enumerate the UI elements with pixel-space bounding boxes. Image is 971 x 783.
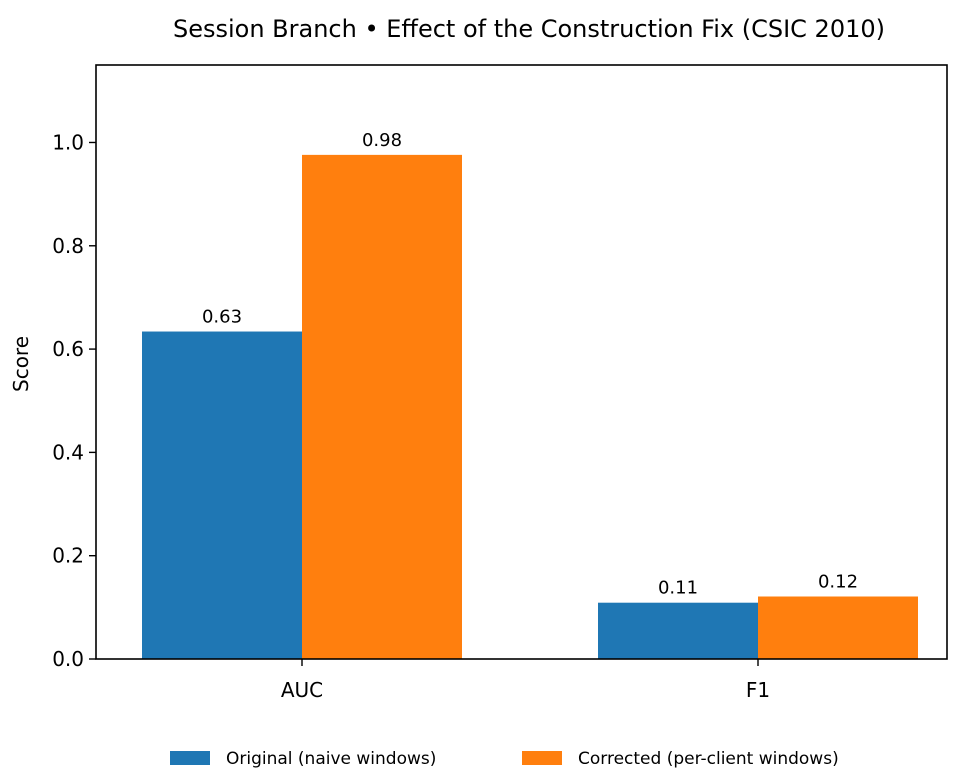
legend-swatch: [522, 751, 562, 765]
plot-area: 0.0 0.2 0.4 0.6 0.8 1.0 0.63 0.11 0.98 0.12 AUC F1: [52, 130, 918, 702]
bar-value-label: 0.98: [362, 130, 402, 151]
bar-auc-series-2: [302, 154, 462, 659]
x-tick-label: F1: [746, 678, 770, 702]
bar-value-label: 0.12: [818, 572, 858, 593]
plot-frame: [95, 64, 948, 660]
y-axis-label: Score: [9, 336, 33, 392]
legend-label: Corrected (per-client windows): [578, 749, 839, 769]
y-tick-label: 1.0: [52, 130, 84, 154]
legend-label: Original (naive windows): [226, 749, 436, 769]
bar-auc-series-1: [142, 331, 302, 659]
bar-f1-series-1: [598, 602, 758, 659]
y-tick-label: 0.6: [52, 337, 84, 361]
bar-value-label: 0.11: [658, 578, 698, 599]
bar-f1-series-2: [758, 596, 918, 659]
y-tick-label: 0.2: [52, 544, 84, 568]
bar-value-label: 0.63: [202, 307, 242, 328]
legend-swatch: [170, 751, 210, 765]
chart-title: Session Branch • Effect of the Construct…: [173, 15, 885, 43]
x-tick-label: AUC: [281, 678, 323, 702]
y-tick-label: 0.8: [52, 234, 84, 258]
legend: Original (naive windows) Corrected (per-c…: [170, 749, 839, 769]
y-tick-label: 0.0: [52, 647, 84, 671]
y-tick-label: 0.4: [52, 440, 84, 464]
